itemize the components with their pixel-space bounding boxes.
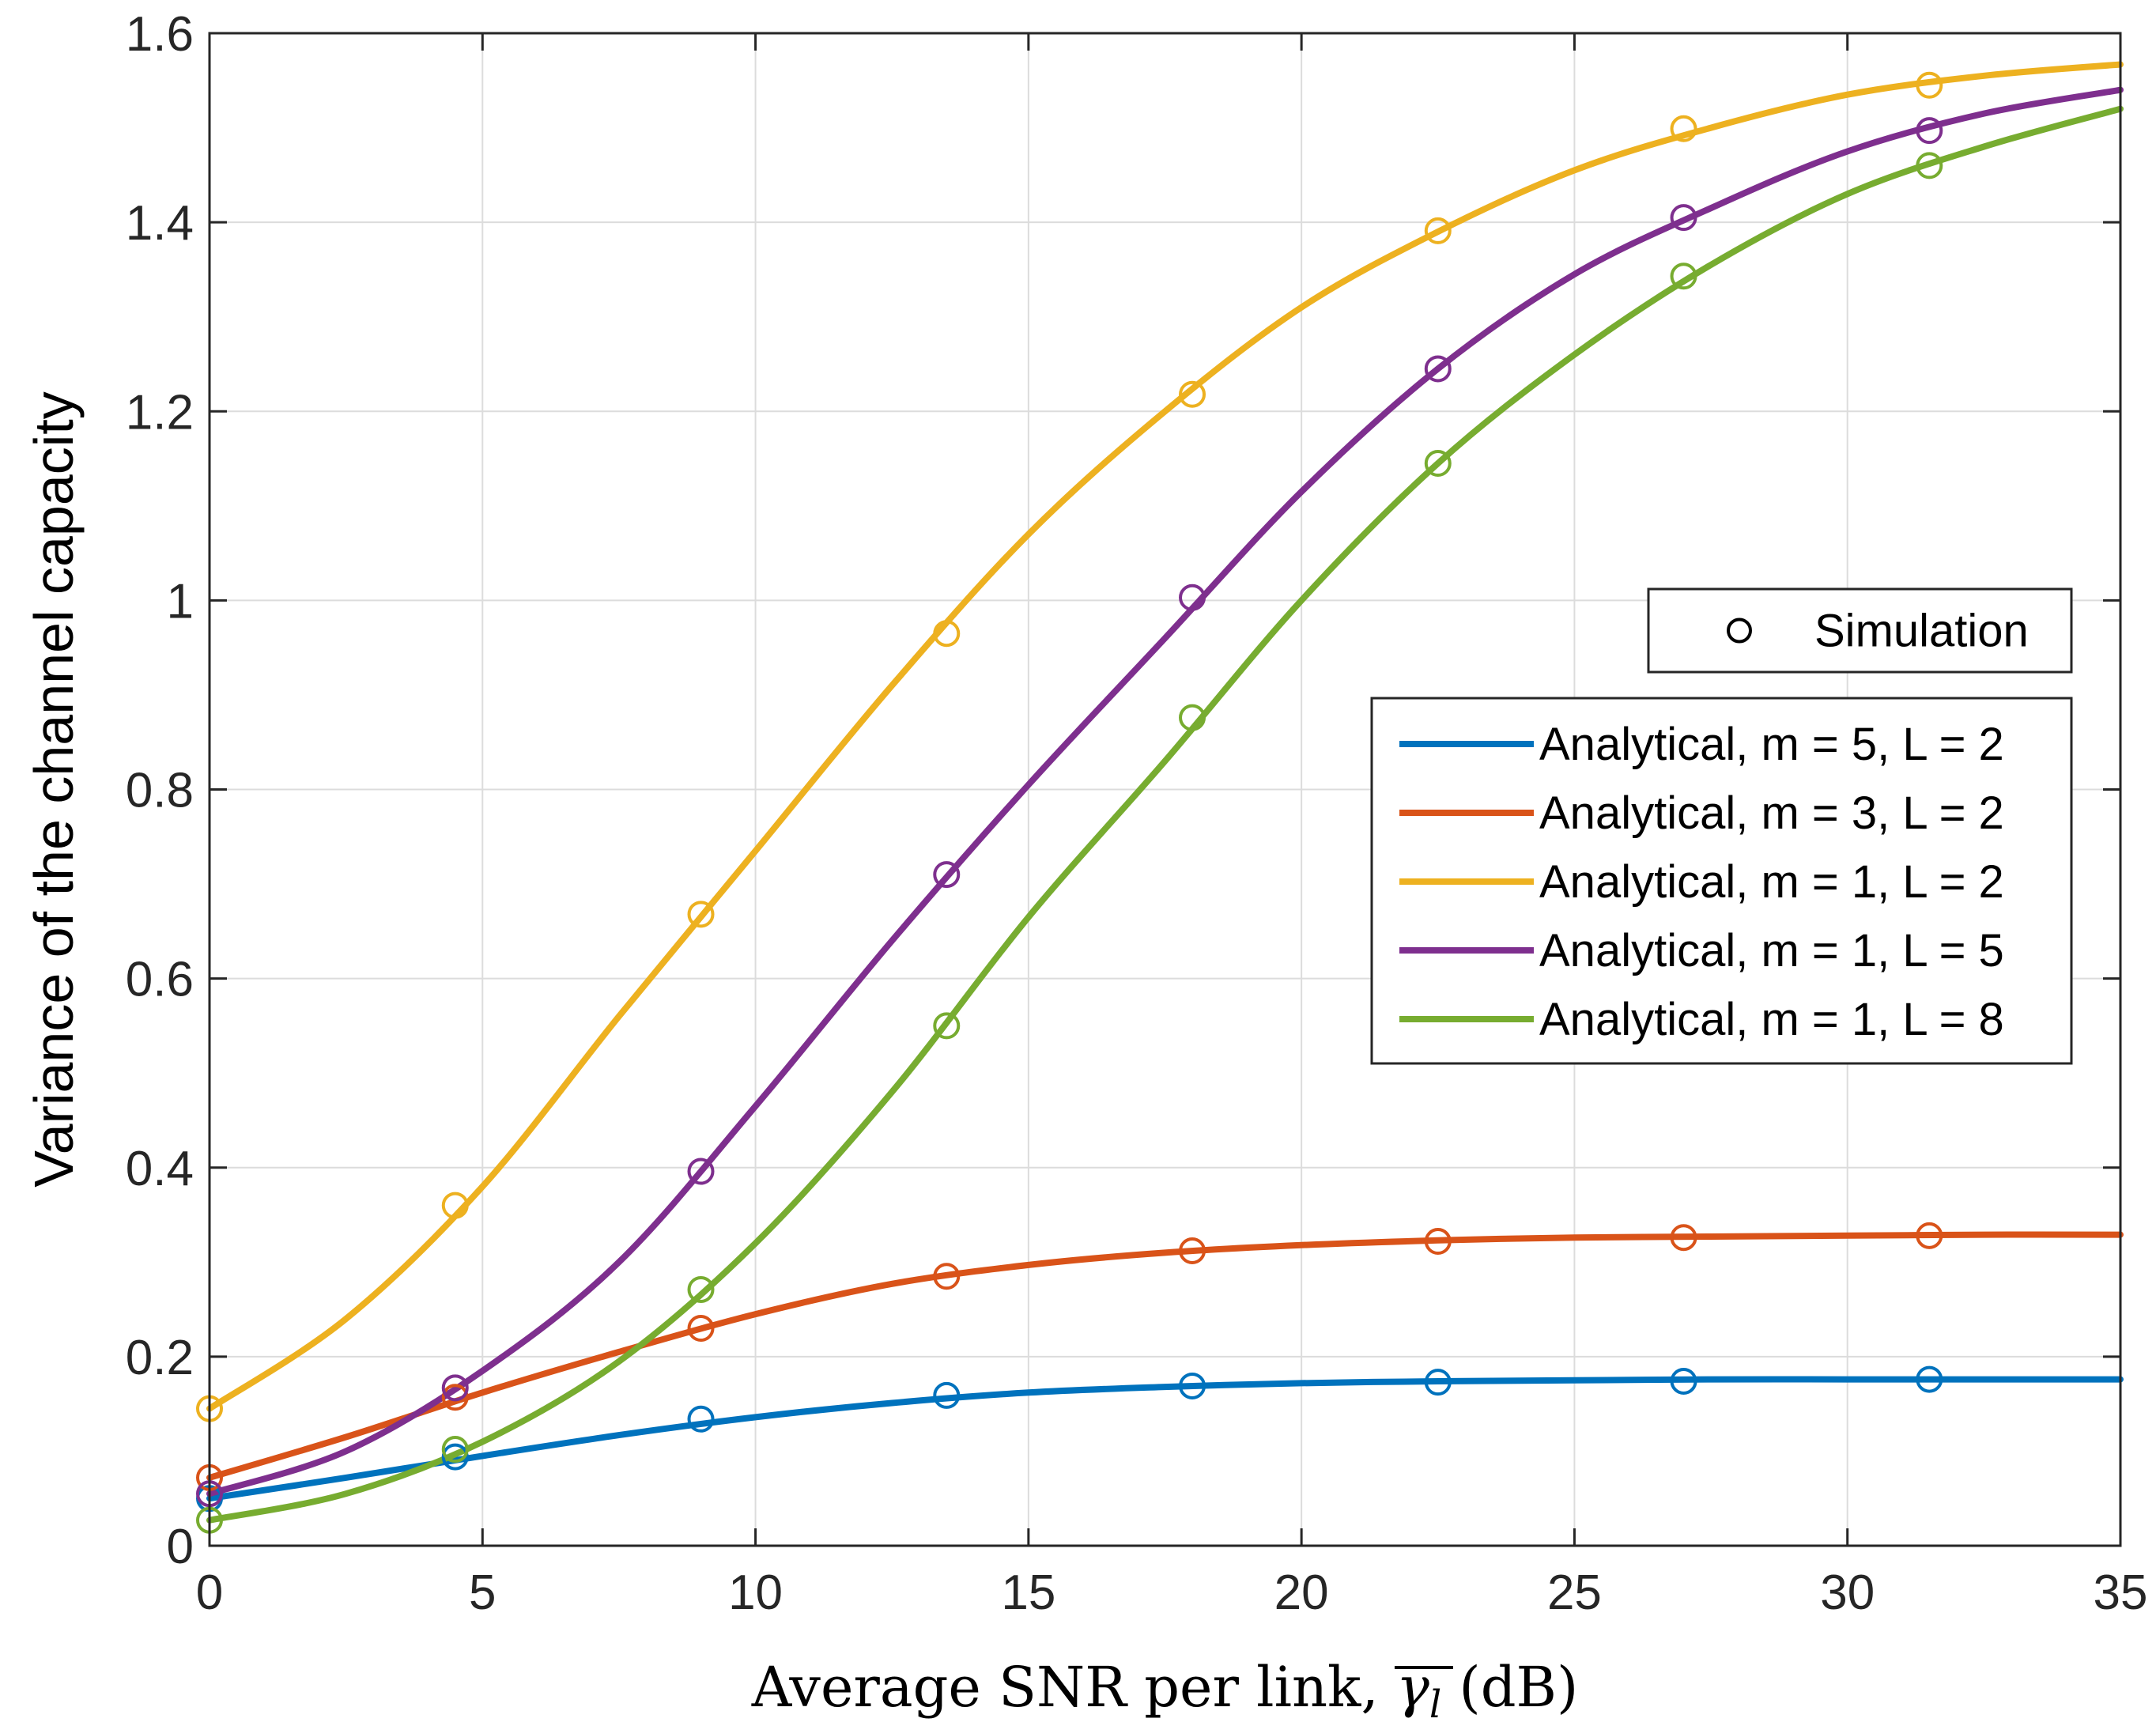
sim-marker-series-1 — [1670, 1367, 1697, 1395]
legend-label-3: Analytical, m = 1, L = 2 — [1539, 856, 2004, 908]
x-axis-label-subscript: l — [1429, 1683, 1441, 1726]
sim-marker-series-2 — [687, 1315, 715, 1343]
sim-marker-series-5 — [1670, 262, 1697, 290]
x-tick-label: 25 — [1547, 1565, 1602, 1620]
sim-marker-series-2 — [1916, 1222, 1943, 1249]
sim-marker-series-2 — [1179, 1237, 1206, 1264]
simulation-markers — [196, 71, 1943, 1534]
sim-marker-series-1 — [1916, 1365, 1943, 1393]
legend-analytical: Analytical, m = 5, L = 2 Analytical, m = … — [1370, 697, 2073, 1065]
y-tick-label: 1.4 — [126, 196, 194, 251]
x-tick-label: 5 — [469, 1565, 496, 1620]
x-tick-label: 35 — [2094, 1565, 2148, 1620]
y-axis-label: Variance of the channel capacity — [23, 391, 85, 1188]
sim-marker-series-5 — [1179, 704, 1206, 731]
x-tick-label: 15 — [1001, 1565, 1055, 1620]
legend-label-1: Analytical, m = 5, L = 2 — [1539, 719, 2004, 770]
legend-simulation-marker — [1727, 618, 1752, 644]
sim-marker-series-2 — [441, 1384, 469, 1411]
legend-simulation-label: Simulation — [1814, 606, 2029, 657]
sim-marker-series-1 — [1424, 1369, 1452, 1396]
y-tick-label: 0.6 — [126, 953, 194, 1007]
series-line-5 — [206, 105, 2124, 1524]
sim-marker-series-4 — [687, 1158, 715, 1185]
sim-marker-series-2 — [933, 1263, 961, 1290]
legend-label-4: Analytical, m = 1, L = 5 — [1539, 925, 2004, 976]
series-line-3 — [206, 61, 2124, 1412]
y-tick-label: 1.2 — [126, 385, 194, 440]
sim-marker-series-5 — [933, 1012, 961, 1040]
x-tick-label: 20 — [1274, 1565, 1329, 1620]
sim-marker-series-4 — [933, 861, 961, 889]
tick-labels: 0 5 10 15 20 25 30 35 0 0.2 0.4 0.6 0.8 1 1.2 1.4 1.6 — [126, 7, 2148, 1620]
sim-marker-series-4 — [1424, 355, 1452, 383]
sim-marker-series-5 — [1916, 152, 1943, 179]
x-tick-label: 30 — [1820, 1565, 1875, 1620]
x-axis-label-main: Average SNR per link, — [751, 1655, 1396, 1720]
x-axis-label-symbol: γ — [1396, 1655, 1429, 1720]
sim-marker-series-4 — [441, 1374, 469, 1402]
x-tick-label: 0 — [196, 1565, 223, 1620]
series-lines — [206, 61, 2124, 1524]
sim-marker-series-1 — [1179, 1372, 1206, 1399]
sim-marker-series-2 — [1670, 1224, 1697, 1252]
y-tick-label: 1.6 — [126, 7, 194, 62]
sim-marker-series-5 — [1424, 450, 1452, 478]
sim-marker-series-1 — [441, 1443, 469, 1471]
sim-marker-series-3 — [933, 620, 961, 648]
x-tick-label: 10 — [728, 1565, 783, 1620]
y-tick-label: 1 — [167, 574, 194, 629]
series-line-1 — [206, 1376, 2124, 1502]
legend-simulation: Simulation — [1647, 587, 2073, 674]
sim-marker-series-3 — [1670, 115, 1697, 142]
sim-marker-series-5 — [441, 1436, 469, 1464]
series-line-2 — [206, 1231, 2124, 1481]
sim-marker-series-5 — [687, 1275, 715, 1303]
legend-label-5: Analytical, m = 1, L = 8 — [1539, 994, 2004, 1045]
sim-marker-series-3 — [441, 1192, 469, 1219]
sim-marker-series-3 — [1179, 380, 1206, 408]
legend-label-2: Analytical, m = 3, L = 2 — [1539, 787, 2004, 839]
y-tick-label: 0.2 — [126, 1331, 194, 1385]
y-tick-label: 0.8 — [126, 764, 194, 818]
y-tick-label: 0.4 — [126, 1142, 194, 1196]
sim-marker-series-1 — [933, 1381, 961, 1409]
sim-marker-series-4 — [1916, 117, 1943, 145]
legend-simulation-box — [1647, 587, 2073, 674]
sim-marker-series-3 — [1424, 217, 1452, 244]
x-axis-label: Average SNR per link, γl (dB) — [751, 1655, 1579, 1726]
ticks — [208, 32, 2122, 1547]
sim-marker-series-2 — [1424, 1228, 1452, 1256]
sim-marker-series-1 — [687, 1405, 715, 1433]
sim-marker-series-4 — [1179, 584, 1206, 611]
y-tick-label: 0 — [167, 1520, 194, 1574]
series-line-4 — [206, 86, 2124, 1498]
sim-marker-series-3 — [1916, 71, 1943, 99]
sim-marker-series-4 — [1670, 204, 1697, 232]
x-axis-label-unit: (dB) — [1441, 1655, 1578, 1720]
sim-marker-series-3 — [687, 901, 715, 928]
